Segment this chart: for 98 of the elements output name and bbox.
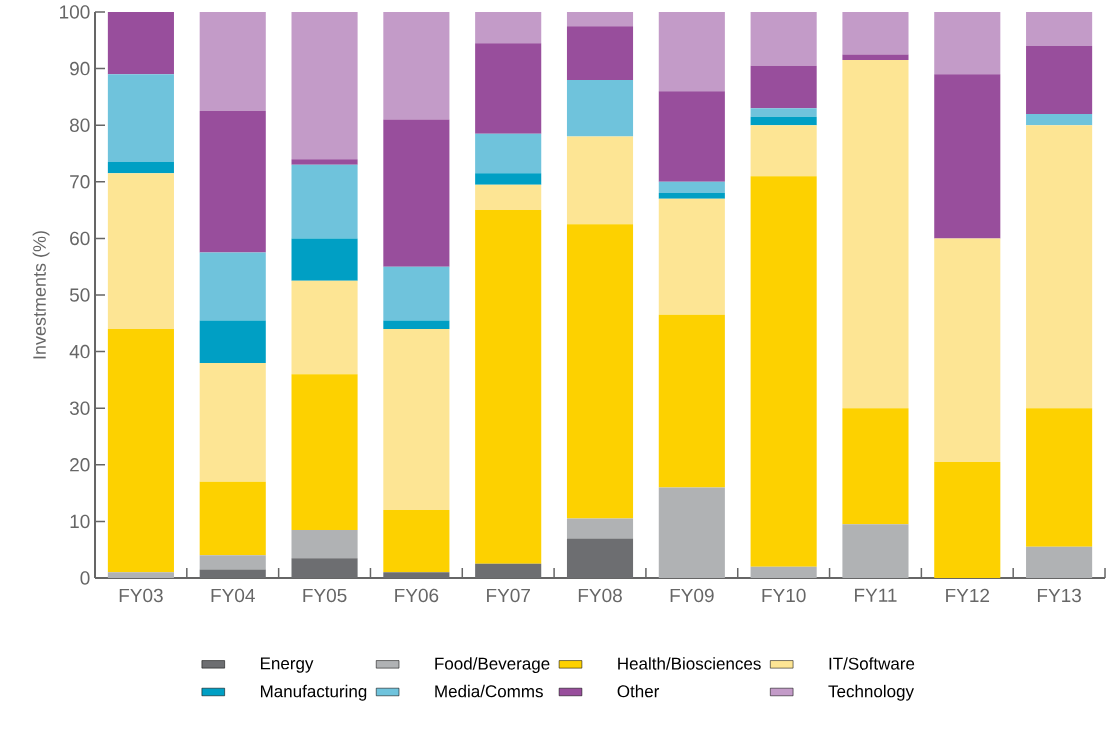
legend-label: Health/Biosciences bbox=[618, 657, 761, 670]
bar bbox=[1026, 125, 1093, 409]
legend-label: Technology bbox=[828, 684, 914, 701]
y-tick-label: 90 bbox=[70, 61, 90, 76]
legend-label: Energy bbox=[260, 657, 314, 673]
x-tick-label: FY06 bbox=[395, 588, 439, 603]
bar bbox=[199, 111, 266, 253]
bar bbox=[658, 181, 725, 194]
bar bbox=[199, 320, 266, 363]
bar bbox=[1026, 408, 1093, 547]
bar bbox=[475, 133, 542, 174]
bar bbox=[842, 54, 909, 61]
bar bbox=[566, 518, 634, 539]
bar bbox=[475, 210, 542, 564]
bar bbox=[291, 374, 358, 530]
bar bbox=[291, 12, 358, 160]
bar bbox=[291, 164, 358, 239]
bar bbox=[658, 314, 725, 488]
bar bbox=[1026, 45, 1093, 114]
bar bbox=[566, 26, 634, 80]
bar bbox=[1026, 546, 1093, 578]
y-axis-title: Investments (%) bbox=[32, 231, 50, 359]
bar bbox=[1026, 113, 1093, 126]
bar bbox=[1026, 12, 1093, 46]
legend-label: IT/Software bbox=[829, 657, 915, 670]
bar bbox=[199, 252, 266, 321]
bar bbox=[475, 184, 542, 211]
bar bbox=[107, 74, 174, 162]
bar bbox=[199, 362, 266, 482]
y-tick-label: 40 bbox=[69, 344, 90, 359]
bar bbox=[199, 555, 266, 570]
bar bbox=[291, 238, 358, 281]
x-tick-label: FY11 bbox=[855, 588, 897, 602]
legend-label: Other bbox=[617, 684, 660, 698]
bar bbox=[291, 529, 358, 559]
x-tick-label: FY13 bbox=[1037, 588, 1081, 603]
bar bbox=[842, 12, 909, 55]
legend-label: Media/Comms bbox=[435, 684, 543, 698]
x-tick-label: FY04 bbox=[211, 588, 255, 603]
bar bbox=[842, 408, 909, 525]
bar bbox=[107, 161, 174, 174]
bar bbox=[934, 238, 1001, 462]
bar bbox=[750, 566, 817, 578]
legend-label: Food/Beverage bbox=[435, 657, 550, 674]
bar bbox=[475, 173, 542, 185]
bar bbox=[842, 524, 909, 578]
bar bbox=[842, 60, 909, 409]
bar bbox=[291, 159, 358, 165]
x-tick-label: FY12 bbox=[946, 588, 990, 602]
bar bbox=[750, 12, 817, 66]
bar bbox=[566, 224, 634, 519]
bar bbox=[934, 461, 1001, 578]
y-tick-label: 60 bbox=[70, 231, 90, 246]
x-tick-label: FY09 bbox=[670, 588, 714, 603]
x-tick-label: FY07 bbox=[487, 588, 530, 603]
bar bbox=[658, 12, 725, 92]
x-tick-label: FY05 bbox=[303, 588, 347, 603]
bar bbox=[750, 176, 817, 567]
bar bbox=[750, 108, 817, 117]
bar bbox=[107, 328, 174, 573]
bar bbox=[383, 510, 450, 573]
y-tick-label: 50 bbox=[69, 288, 90, 302]
y-tick-label: 10 bbox=[70, 514, 90, 529]
y-tick-label: 80 bbox=[70, 118, 90, 132]
x-tick-label: FY10 bbox=[762, 588, 806, 603]
bar bbox=[107, 173, 174, 329]
bar bbox=[383, 320, 450, 329]
legend-label: Manufacturing bbox=[260, 684, 367, 701]
y-tick-label: 30 bbox=[69, 401, 90, 415]
bar bbox=[750, 125, 817, 177]
bar bbox=[750, 65, 817, 109]
bar bbox=[291, 280, 358, 375]
bar bbox=[566, 136, 634, 225]
bar bbox=[199, 481, 266, 556]
bar bbox=[934, 74, 1001, 239]
bar bbox=[383, 328, 450, 511]
x-tick-label: FY03 bbox=[119, 588, 163, 603]
bar bbox=[658, 91, 725, 182]
bar bbox=[199, 12, 266, 112]
y-tick-label: 70 bbox=[70, 175, 90, 189]
x-tick-label: FY08 bbox=[578, 588, 622, 603]
bar bbox=[475, 12, 542, 44]
y-tick-label: 100 bbox=[60, 5, 90, 19]
bar bbox=[566, 79, 634, 137]
bar bbox=[934, 12, 1001, 75]
bar bbox=[750, 116, 817, 126]
bar bbox=[383, 12, 450, 120]
bar bbox=[658, 487, 725, 578]
bar bbox=[658, 193, 725, 199]
bar bbox=[383, 266, 450, 321]
y-tick-label: 20 bbox=[70, 458, 90, 472]
bar bbox=[107, 572, 174, 578]
bar bbox=[475, 43, 542, 134]
y-tick-label: 0 bbox=[80, 571, 90, 585]
bar bbox=[566, 12, 634, 27]
bar bbox=[107, 12, 174, 75]
bar bbox=[383, 119, 450, 267]
bar bbox=[658, 198, 725, 315]
